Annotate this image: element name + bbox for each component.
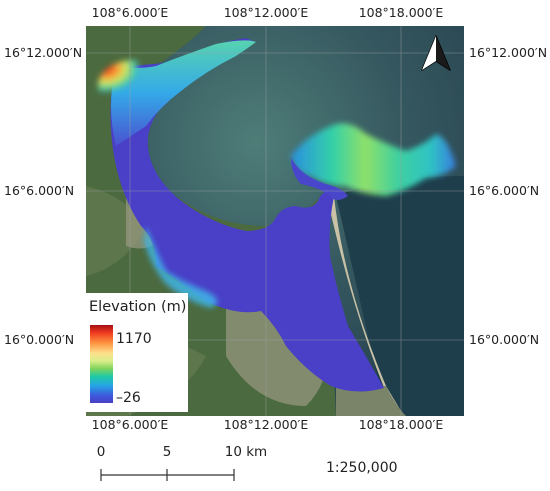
north-arrow-icon <box>421 35 451 71</box>
right-lat-label-2: 16°6.000′N <box>469 183 540 198</box>
study-area-lowland <box>110 38 384 392</box>
west-coast-elevation <box>144 226 218 308</box>
map-frame[interactable] <box>86 26 464 416</box>
beach-strip <box>328 196 404 416</box>
bottom-lon-label-2: 108°12.000′E <box>223 417 309 432</box>
right-lat-label-1: 16°12.000′N <box>469 45 548 60</box>
scale-label-10km: 10 km <box>224 444 268 460</box>
peninsula-elevation <box>291 123 456 196</box>
scale-label-5: 5 <box>162 444 172 460</box>
scale-ratio: 1:250,000 <box>326 460 398 476</box>
east-sea <box>336 176 464 416</box>
top-lon-label-3: 108°18.000′E <box>358 5 444 20</box>
northwest-mountain-elevation <box>111 40 256 146</box>
east-shore-land <box>336 386 406 416</box>
scale-label-0: 0 <box>96 444 106 460</box>
peninsula-edge <box>291 158 348 200</box>
elevation-legend: Elevation (m) 1170 –26 <box>86 293 188 412</box>
peak-hotspot <box>98 60 170 112</box>
bottom-lon-label-1: 108°6.000′E <box>91 417 169 432</box>
left-lat-label-3: 16°0.000′N <box>4 332 75 347</box>
top-lon-label-1: 108°6.000′E <box>91 5 169 20</box>
scale-bar <box>100 469 235 481</box>
bottom-lon-label-3: 108°18.000′E <box>358 417 444 432</box>
left-lat-label-2: 16°6.000′N <box>4 183 75 198</box>
legend-max-value: 1170 <box>116 331 152 347</box>
legend-min-value: –26 <box>116 390 141 406</box>
top-lon-label-2: 108°12.000′E <box>223 5 309 20</box>
right-lat-label-3: 16°0.000′N <box>469 332 540 347</box>
legend-title: Elevation (m) <box>89 299 187 315</box>
left-lat-label-1: 16°12.000′N <box>4 45 83 60</box>
legend-color-ramp <box>90 325 113 403</box>
